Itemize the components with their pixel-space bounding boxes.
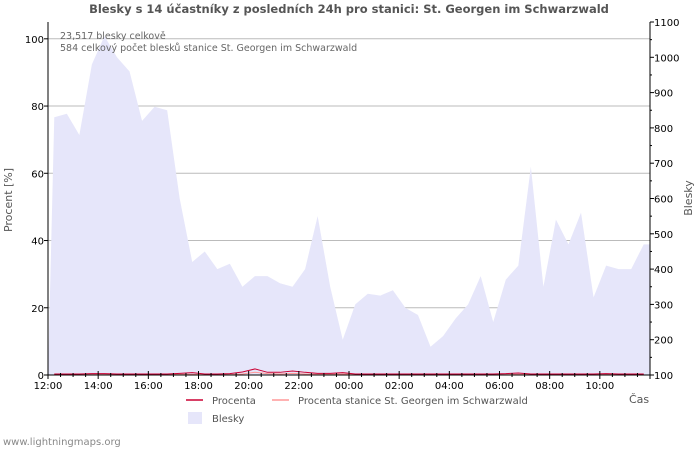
y-tick-label-right: 900 [654,89,673,100]
x-tick-label: 08:00 [535,381,564,392]
y-tick-label-left: 40 [31,237,44,248]
y-tick-label-right: 200 [654,336,673,347]
x-tick-label: 16:00 [134,381,163,392]
footer-site: www.lightningmaps.org [3,437,121,448]
legend-procenta-label: Procenta [212,396,256,407]
x-tick-label: 20:00 [234,381,263,392]
y-tick-label-right: 800 [654,124,673,135]
y-tick-label-left: 80 [31,102,44,113]
y-tick-label-right: 500 [654,230,673,241]
annotation-station: 584 celkový počet blesků stanice St. Geo… [60,43,357,54]
x-axis-label: Čas [629,393,649,406]
y-tick-label-right: 300 [654,300,673,311]
x-tick-label: 14:00 [84,381,113,392]
y-tick-label-right: 1000 [654,53,679,64]
y-tick-label-right: 700 [654,159,673,170]
y-tick-label-left: 0 [38,371,44,382]
x-tick-label: 18:00 [184,381,213,392]
chart-title: Blesky s 14 účastníky z posledních 24h p… [89,2,609,16]
y-tick-label-left: 100 [25,35,44,46]
y-axis-left-label: Procent [%] [2,168,15,232]
blesky-area [48,36,650,376]
x-tick-label: 22:00 [284,381,313,392]
y-tick-label-right: 400 [654,265,673,276]
y-tick-label-right: 600 [654,195,673,206]
y-tick-label-left: 20 [31,304,44,315]
y-axis-right-label: Blesky [682,180,695,216]
legend-procenta-station-label: Procenta stanice St. Georgen im Schwarzw… [298,396,528,407]
x-tick-label: 10:00 [585,381,614,392]
annotation-total: 23,517 blesky celkově [60,31,166,42]
x-tick-label: 12:00 [34,381,63,392]
x-tick-label: 06:00 [485,381,514,392]
x-tick-label: 02:00 [385,381,414,392]
legend-blesky-label: Blesky [212,414,244,425]
x-tick-label: 04:00 [435,381,464,392]
y-tick-label-left: 60 [31,169,44,180]
legend-blesky-swatch [188,412,202,424]
axes: 0 20 40 60 80 100 100 200 300 400 500 600 700 800 900 1… [25,18,680,392]
y-tick-label-right: 100 [654,371,673,382]
legend: Procenta Procenta stanice St. Georgen im… [186,396,528,425]
y-tick-label-right: 1100 [654,18,679,29]
x-tick-label: 00:00 [335,381,364,392]
